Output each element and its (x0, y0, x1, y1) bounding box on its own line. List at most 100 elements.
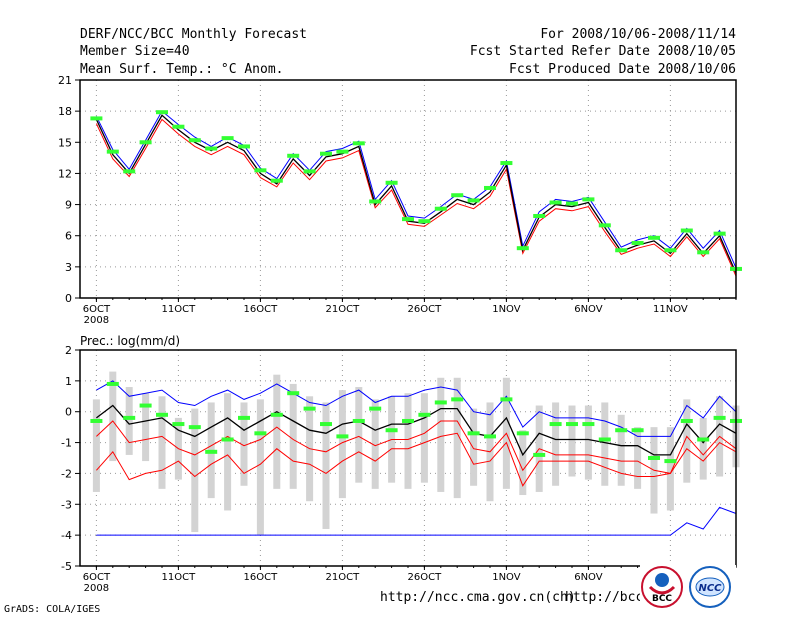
ytick-label: 15 (58, 136, 72, 149)
forecast-produced: Fcst Produced Date 2008/10/06 (509, 62, 736, 77)
observed-mark (139, 140, 152, 145)
observed-mark (172, 124, 185, 129)
observed-mark (500, 397, 513, 402)
observed-mark (615, 428, 628, 433)
observed-mark (434, 400, 447, 405)
xtick-label: 1NOV (492, 572, 521, 583)
observed-mark (664, 459, 677, 464)
prec-min-line (96, 506, 737, 536)
prec-box (109, 371, 117, 462)
prec-box (404, 393, 412, 489)
observed-mark (451, 193, 464, 198)
observed-mark (418, 219, 431, 224)
observed-mark (516, 431, 529, 436)
prec-box (289, 383, 297, 489)
observed-mark (320, 422, 332, 427)
prec-box (617, 414, 625, 486)
observed-mark (697, 250, 710, 255)
observed-mark (631, 428, 644, 433)
observed-mark (139, 403, 152, 408)
xtick-label: 6OCT (83, 304, 111, 315)
ytick-label: 9 (65, 199, 72, 212)
prec-box (453, 377, 461, 499)
observed-mark (598, 437, 611, 442)
observed-mark (369, 406, 382, 411)
url-bcc[interactable]: http://bcc.c (565, 590, 659, 605)
xtick-label: 2008 (84, 583, 109, 594)
observed-mark (582, 422, 595, 427)
ytick-label: 1 (65, 375, 72, 388)
prec-box (601, 402, 609, 486)
ytick-label: -3 (61, 498, 72, 511)
prec-box (191, 408, 199, 533)
prec-box (371, 399, 379, 489)
observed-mark (402, 418, 414, 423)
bcc-logo-icon: BCC (641, 566, 683, 608)
observed-mark (188, 425, 201, 430)
observed-mark (631, 240, 644, 245)
xtick-label: 21OCT (326, 572, 361, 583)
observed-mark (123, 415, 136, 420)
chart-title: DERF/NCC/BCC Monthly Forecast (80, 27, 307, 42)
panel-prec: Prec.: log(mm/d)-5-4-3-2-10126OCT200811O… (61, 334, 742, 594)
prec-box (322, 402, 330, 529)
observed-mark (680, 228, 693, 233)
observed-mark (533, 213, 546, 218)
observed-mark (385, 180, 398, 185)
observed-mark (615, 248, 628, 253)
observed-mark (680, 418, 693, 423)
observed-mark (156, 412, 168, 417)
observed-mark (402, 217, 414, 222)
observed-mark (254, 431, 267, 436)
prec-box (584, 405, 592, 480)
xtick-label: 2008 (84, 315, 109, 326)
ytick-label: 0 (65, 292, 72, 305)
observed-mark (697, 437, 710, 442)
observed-mark (156, 110, 168, 115)
observed-mark (582, 197, 595, 202)
prec-box (338, 390, 346, 499)
xtick-label: 16OCT (244, 304, 279, 315)
observed-mark (500, 161, 513, 166)
ytick-label: 6 (65, 230, 72, 243)
observed-mark (549, 200, 562, 205)
prec-box (437, 377, 445, 492)
observed-mark (188, 138, 201, 143)
prec-box (92, 399, 100, 492)
observed-mark (172, 422, 185, 427)
temp-lower-line (95, 118, 737, 277)
observed-mark (336, 149, 349, 154)
observed-mark (238, 144, 250, 149)
url-ncc[interactable]: http://ncc.cma.gov.cn(ch) (380, 590, 576, 605)
ytick-label: 12 (58, 167, 72, 180)
observed-mark (664, 248, 677, 253)
prec-box (699, 417, 707, 480)
observed-mark (287, 391, 300, 396)
prec-box (355, 387, 363, 483)
observed-mark (303, 169, 316, 174)
variable-label: Mean Surf. Temp.: °C Anom. (80, 62, 284, 77)
ytick-label: 3 (65, 261, 72, 274)
ytick-label: -1 (61, 437, 72, 450)
prec-title: Prec.: log(mm/d) (80, 334, 180, 348)
prec-box (634, 427, 642, 489)
prec-lower1-line (96, 420, 737, 474)
observed-mark (352, 418, 365, 423)
logos: BCC NCC (640, 565, 736, 615)
xtick-label: 26OCT (408, 304, 443, 315)
observed-mark (467, 431, 480, 436)
observed-mark (484, 185, 496, 190)
ytick-label: -5 (61, 560, 72, 573)
observed-mark (369, 199, 382, 204)
prec-box (519, 430, 527, 496)
temp-upper-line (95, 110, 737, 269)
observed-mark (484, 434, 496, 439)
ytick-label: 21 (58, 74, 72, 87)
forecast-started: Fcst Started Refer Date 2008/10/05 (469, 44, 736, 59)
observed-mark (123, 169, 136, 174)
xtick-label: 21OCT (326, 304, 361, 315)
ytick-label: 18 (58, 105, 72, 118)
prec-box (256, 399, 264, 536)
xtick-label: 6NOV (574, 572, 603, 583)
